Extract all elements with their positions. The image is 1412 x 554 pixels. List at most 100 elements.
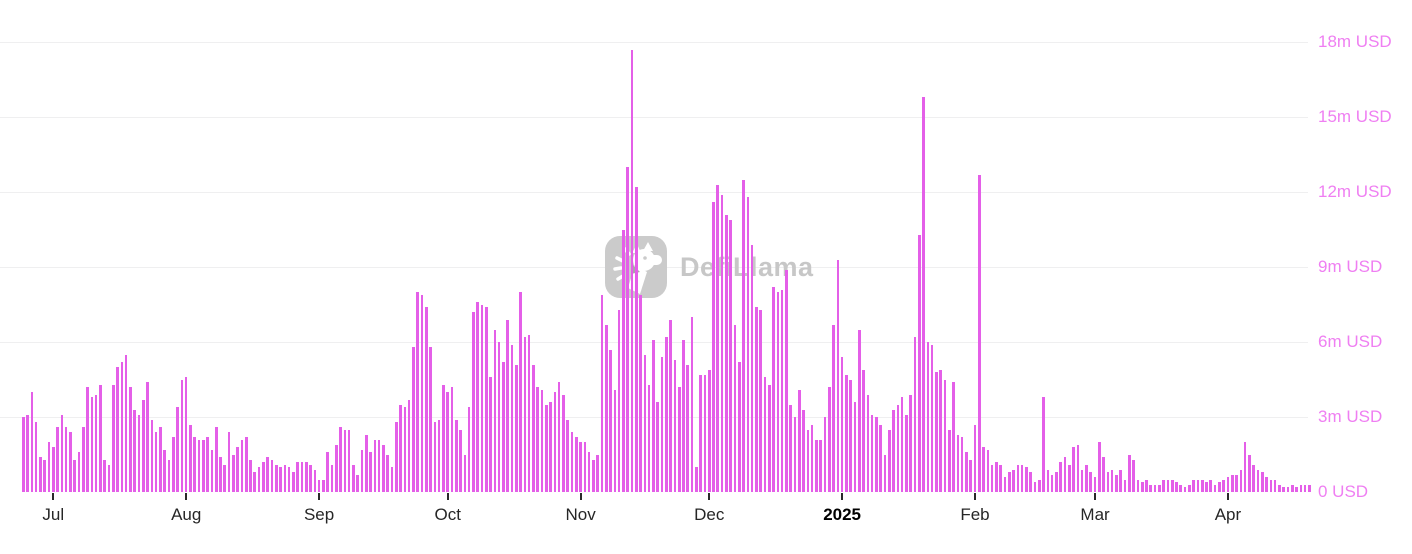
volume-bar[interactable]: [369, 452, 372, 492]
volume-bar[interactable]: [1282, 487, 1285, 492]
volume-bar[interactable]: [373, 439, 377, 492]
volume-bar[interactable]: [772, 287, 775, 492]
volume-bar[interactable]: [1256, 469, 1260, 492]
volume-bar[interactable]: [549, 402, 552, 492]
volume-bar[interactable]: [647, 384, 651, 492]
volume-bar[interactable]: [1209, 479, 1213, 492]
volume-bar[interactable]: [592, 459, 595, 492]
volume-bar[interactable]: [947, 429, 951, 492]
volume-bar[interactable]: [840, 357, 844, 492]
volume-bar[interactable]: [827, 387, 831, 492]
volume-bar[interactable]: [322, 479, 325, 492]
volume-bar[interactable]: [274, 464, 278, 492]
volume-bar[interactable]: [86, 387, 89, 492]
volume-bar[interactable]: [52, 447, 55, 492]
volume-bar[interactable]: [484, 307, 488, 492]
volume-bar[interactable]: [103, 459, 107, 492]
volume-bar[interactable]: [232, 454, 235, 492]
volume-bar[interactable]: [862, 369, 865, 492]
volume-bar[interactable]: [1102, 457, 1105, 492]
volume-bar[interactable]: [587, 452, 591, 492]
volume-bar[interactable]: [330, 464, 334, 492]
volume-bar[interactable]: [802, 409, 805, 492]
volume-bar[interactable]: [1273, 479, 1277, 492]
volume-bar[interactable]: [223, 464, 227, 492]
volume-bar[interactable]: [279, 467, 282, 492]
volume-bar[interactable]: [763, 377, 767, 492]
volume-bar[interactable]: [622, 229, 625, 492]
volume-bar[interactable]: [454, 419, 458, 492]
volume-bar[interactable]: [1252, 464, 1255, 492]
volume-bar[interactable]: [463, 454, 467, 492]
volume-bar[interactable]: [34, 422, 38, 492]
volume-bar[interactable]: [510, 344, 514, 492]
volume-bar[interactable]: [562, 394, 565, 492]
volume-bar[interactable]: [986, 449, 990, 492]
volume-bar[interactable]: [270, 459, 274, 492]
volume-bar[interactable]: [60, 414, 64, 492]
volume-bar[interactable]: [1003, 477, 1007, 492]
volume-bar[interactable]: [317, 479, 321, 492]
volume-bar[interactable]: [892, 409, 895, 492]
volume-bar[interactable]: [819, 439, 822, 492]
volume-bar[interactable]: [716, 184, 720, 492]
volume-bar[interactable]: [210, 449, 214, 492]
volume-bar[interactable]: [883, 454, 887, 492]
volume-bar[interactable]: [403, 407, 407, 492]
volume-bar[interactable]: [990, 464, 994, 492]
volume-bar[interactable]: [1248, 454, 1251, 492]
volume-bar[interactable]: [142, 399, 145, 492]
volume-bar[interactable]: [296, 462, 299, 492]
volume-bar[interactable]: [686, 364, 690, 492]
volume-bar[interactable]: [849, 379, 852, 492]
volume-bar[interactable]: [1123, 479, 1127, 492]
volume-bar[interactable]: [922, 97, 925, 492]
volume-bar[interactable]: [112, 384, 115, 492]
volume-bar[interactable]: [1085, 464, 1088, 492]
volume-bar[interactable]: [124, 354, 128, 492]
volume-bar[interactable]: [1050, 474, 1054, 492]
volume-bar[interactable]: [836, 259, 840, 492]
volume-bar[interactable]: [116, 367, 119, 492]
volume-bar[interactable]: [712, 202, 715, 492]
volume-bar[interactable]: [472, 312, 475, 492]
volume-bar[interactable]: [695, 467, 698, 492]
volume-bar[interactable]: [978, 174, 981, 492]
volume-bar[interactable]: [1149, 484, 1153, 492]
volume-bar[interactable]: [553, 392, 557, 492]
volume-bar[interactable]: [956, 434, 960, 492]
volume-bar[interactable]: [107, 464, 111, 492]
volume-bar[interactable]: [47, 442, 51, 492]
volume-bar[interactable]: [450, 387, 454, 492]
volume-bar[interactable]: [326, 452, 329, 492]
volume-bar[interactable]: [643, 354, 647, 492]
volume-bar[interactable]: [197, 439, 201, 492]
volume-bar[interactable]: [673, 359, 677, 492]
volume-bar[interactable]: [853, 402, 857, 492]
volume-bar[interactable]: [935, 372, 938, 492]
volume-bar[interactable]: [566, 419, 570, 492]
volume-bar[interactable]: [917, 234, 921, 492]
volume-bar[interactable]: [1098, 442, 1101, 492]
volume-bar[interactable]: [476, 302, 480, 492]
volume-bar[interactable]: [875, 417, 878, 492]
volume-bar[interactable]: [399, 404, 402, 492]
volume-bar[interactable]: [823, 417, 827, 492]
volume-bar[interactable]: [202, 439, 205, 492]
volume-bar[interactable]: [1295, 487, 1298, 492]
volume-bar[interactable]: [244, 437, 248, 492]
volume-bar[interactable]: [532, 364, 535, 492]
volume-bar[interactable]: [416, 292, 419, 492]
volume-bar[interactable]: [1115, 474, 1118, 492]
volume-bar[interactable]: [1080, 469, 1084, 492]
volume-bar[interactable]: [746, 197, 750, 492]
volume-bar[interactable]: [600, 294, 604, 492]
volume-bar[interactable]: [1230, 474, 1234, 492]
volume-bar[interactable]: [1226, 477, 1230, 492]
volume-bar[interactable]: [1012, 469, 1015, 492]
volume-bar[interactable]: [913, 337, 917, 492]
volume-bar[interactable]: [579, 442, 582, 492]
volume-bar[interactable]: [1153, 484, 1157, 492]
volume-bar[interactable]: [1145, 479, 1148, 492]
volume-bar[interactable]: [506, 319, 510, 492]
